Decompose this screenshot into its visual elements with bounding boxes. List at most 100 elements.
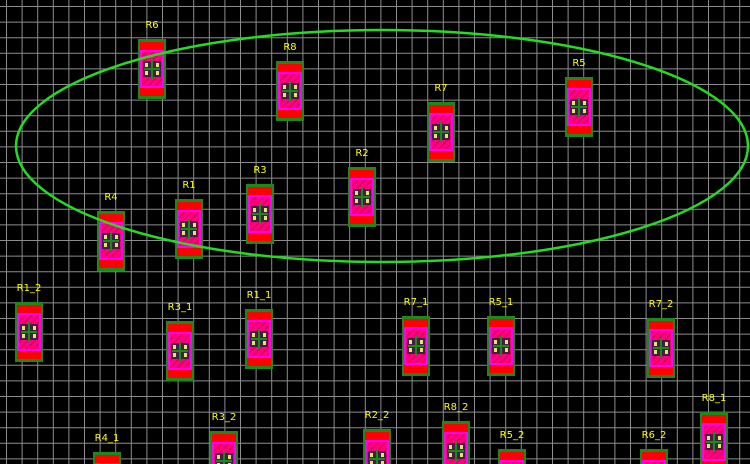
pin-marker [370, 461, 373, 464]
pad-top [567, 80, 591, 88]
pad-top [140, 42, 164, 50]
pad-top [642, 452, 666, 460]
component-r7-2[interactable]: R7_2 [647, 299, 675, 378]
component-r8[interactable]: R8 [276, 42, 304, 121]
pin-marker [583, 109, 586, 113]
pin-marker [283, 93, 286, 97]
pin-marker [283, 85, 286, 89]
designator-label: R4 [104, 192, 117, 203]
pad-bottom [140, 88, 164, 96]
pin-marker [145, 71, 148, 75]
pin-marker [173, 345, 176, 349]
pin-marker [173, 353, 176, 357]
hatch-area [644, 462, 664, 464]
pin-marker [184, 345, 187, 349]
pad-top [278, 64, 302, 72]
component-r2[interactable]: R2 [348, 148, 376, 227]
pin-marker [654, 350, 657, 354]
pad-bottom [168, 370, 192, 378]
pad-bottom [429, 151, 453, 159]
designator-label: R2 [355, 148, 368, 159]
component-r2-2[interactable]: R2_2 [363, 410, 391, 464]
pin-marker [494, 340, 497, 344]
pin-marker [460, 453, 463, 457]
pin-marker [409, 340, 412, 344]
pin-marker [654, 342, 657, 346]
pin-marker [420, 348, 423, 352]
pin-marker [182, 231, 185, 235]
pin-marker [263, 333, 266, 337]
designator-label: R7_1 [404, 297, 429, 308]
hatch-area [502, 462, 522, 464]
pad-bottom [17, 351, 41, 359]
pin-marker [505, 340, 508, 344]
pad-top [429, 105, 453, 113]
component-r1-2[interactable]: R1_2 [15, 283, 43, 362]
designator-label: R7_2 [649, 299, 674, 310]
pin-marker [253, 208, 256, 212]
component-r4-1[interactable]: R4_1 [93, 433, 121, 464]
pin-marker [228, 455, 231, 459]
pad-bottom [702, 461, 726, 464]
component-r6-2[interactable]: R6_2 [640, 430, 668, 464]
pad-bottom [567, 126, 591, 134]
component-r5-1[interactable]: R5_1 [487, 297, 515, 376]
pin-marker [381, 453, 384, 457]
pin-marker [434, 134, 437, 138]
pad-top [444, 424, 468, 432]
pin-marker [449, 453, 452, 457]
pad-top [212, 434, 236, 442]
pin-marker [494, 348, 497, 352]
component-r3-2[interactable]: R3_2 [210, 412, 238, 464]
component-r5-2[interactable]: R5_2 [498, 430, 526, 464]
pin-marker [252, 341, 255, 345]
pin-marker [22, 334, 25, 338]
designator-label: R3_1 [168, 302, 193, 313]
designator-label: R3 [253, 165, 266, 176]
pin-marker [115, 243, 118, 247]
pin-marker [409, 348, 412, 352]
component-r1[interactable]: R1 [175, 180, 203, 259]
designator-label: R3_2 [212, 412, 237, 423]
pad-top [404, 319, 428, 327]
component-r7[interactable]: R7 [427, 83, 455, 162]
pad-bottom [649, 367, 673, 375]
pad-top [365, 432, 389, 440]
designator-label: R5 [572, 58, 585, 69]
pin-marker [505, 348, 508, 352]
pin-marker [264, 216, 267, 220]
designator-label: R6_2 [642, 430, 667, 441]
component-r3-1[interactable]: R3_1 [166, 302, 194, 381]
component-r3[interactable]: R3 [246, 165, 274, 244]
pin-marker [156, 71, 159, 75]
pin-marker [434, 126, 437, 130]
pin-marker [718, 436, 721, 440]
pin-marker [182, 223, 185, 227]
pin-marker [252, 333, 255, 337]
pin-marker [420, 340, 423, 344]
designator-label: R8_2 [444, 402, 469, 413]
designator-label: R8_1 [702, 393, 727, 404]
selection-ellipse[interactable] [14, 28, 750, 264]
pin-marker [184, 353, 187, 357]
pad-bottom [278, 110, 302, 118]
pin-marker [583, 101, 586, 105]
component-r8-2[interactable]: R8_2 [442, 402, 470, 464]
component-r7-1[interactable]: R7_1 [402, 297, 430, 376]
component-r6[interactable]: R6 [138, 20, 166, 99]
pad-top [247, 312, 271, 320]
pad-top [500, 452, 524, 460]
pin-marker [294, 85, 297, 89]
designator-label: R6 [145, 20, 158, 31]
component-r1-1[interactable]: R1_1 [245, 290, 273, 369]
component-r5[interactable]: R5 [565, 58, 593, 137]
pin-marker [145, 63, 148, 67]
component-r4[interactable]: R4 [97, 192, 125, 271]
component-r8-1[interactable]: R8_1 [700, 393, 728, 464]
pin-marker [445, 134, 448, 138]
pad-top [248, 187, 272, 195]
pad-bottom [99, 260, 123, 268]
pad-top [99, 214, 123, 222]
pin-marker [370, 453, 373, 457]
